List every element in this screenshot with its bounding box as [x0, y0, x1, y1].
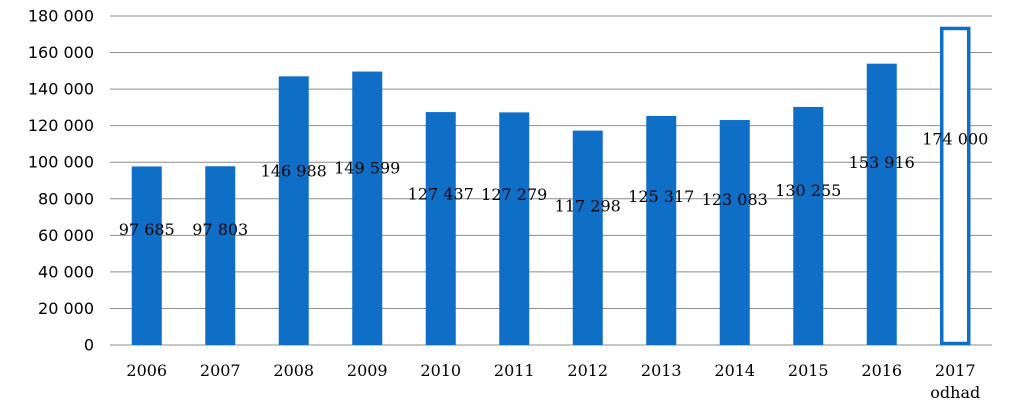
y-tick-label: 140 000	[28, 80, 94, 99]
x-tick-label: 2013	[641, 361, 682, 380]
x-tick-label: 2010	[420, 361, 461, 380]
x-tick-label: 2016	[861, 361, 902, 380]
data-label: 123 083	[702, 190, 768, 209]
x-tick-sublabel: odhad	[930, 383, 980, 402]
bar	[866, 63, 897, 346]
y-tick-label: 0	[84, 336, 94, 355]
bar	[278, 76, 309, 346]
data-label: 97 685	[119, 220, 175, 239]
data-label: 146 988	[261, 161, 327, 180]
x-tick-label: 2012	[567, 361, 608, 380]
y-tick-label: 40 000	[38, 262, 94, 281]
y-tick-label: 80 000	[38, 189, 94, 208]
data-label: 127 279	[481, 185, 547, 204]
x-tick-label: 2009	[347, 361, 388, 380]
x-tick-label: 2007	[200, 361, 241, 380]
bar	[425, 112, 456, 345]
x-tick-label: 2008	[273, 361, 314, 380]
data-label: 174 000	[922, 129, 988, 148]
bar	[205, 166, 236, 345]
data-label: 117 298	[555, 197, 621, 216]
x-tick-label: 2015	[788, 361, 829, 380]
y-tick-label: 20 000	[38, 299, 94, 318]
x-tick-label: 2014	[714, 361, 755, 380]
data-label: 130 255	[775, 181, 841, 200]
bar	[499, 112, 530, 345]
y-tick-label: 60 000	[38, 226, 94, 245]
gridlines	[110, 15, 992, 346]
y-tick-label: 120 000	[28, 116, 94, 135]
data-label: 153 916	[849, 153, 915, 172]
x-axis-tick-labels: 2006 2007 2008 2009 2010 2011 2012 2013 2014 2015…	[126, 361, 980, 402]
y-tick-label: 160 000	[28, 43, 94, 62]
x-tick-label: 2017	[935, 361, 976, 380]
x-tick-label: 2011	[494, 361, 535, 380]
data-label: 149 599	[334, 158, 400, 177]
data-labels: 97 685 97 803 146 988 149 599 127 437 127 279…	[119, 129, 989, 239]
y-axis-tick-labels: 0 20 000 40 000 60 000 80 000 100 000 120 000 1…	[28, 7, 94, 355]
bars	[131, 26, 971, 346]
data-label: 125 317	[628, 187, 694, 206]
bar	[719, 120, 750, 345]
bar-estimate	[940, 26, 971, 346]
bar	[646, 115, 677, 346]
bar	[793, 106, 824, 345]
bar	[352, 71, 383, 345]
data-label: 127 437	[408, 185, 474, 204]
bar	[572, 130, 603, 345]
y-tick-label: 180 000	[28, 7, 94, 26]
bar	[131, 166, 162, 345]
data-label: 97 803	[192, 220, 248, 239]
x-tick-label: 2006	[126, 361, 167, 380]
y-tick-label: 100 000	[28, 153, 94, 172]
